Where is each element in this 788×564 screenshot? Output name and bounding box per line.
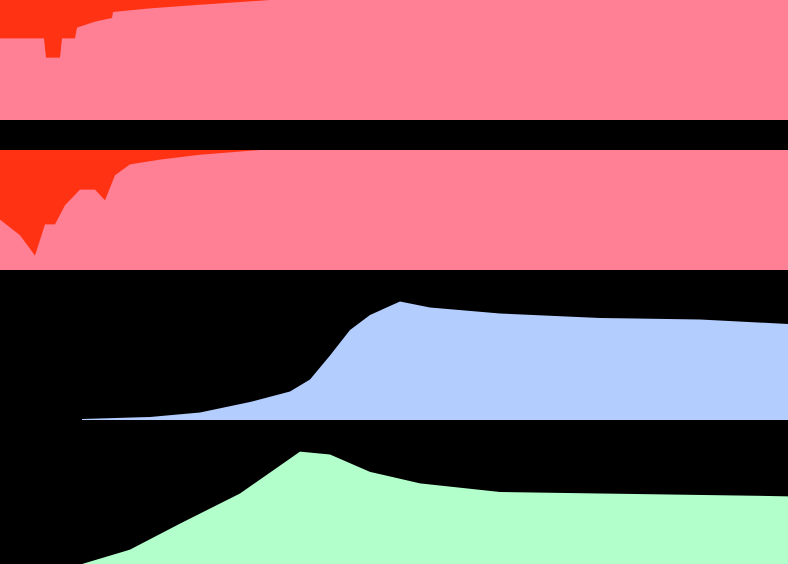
area xyxy=(82,301,788,420)
area xyxy=(0,150,788,256)
panel-background xyxy=(0,150,788,270)
area xyxy=(0,0,788,58)
panel-background xyxy=(0,0,788,120)
area xyxy=(82,451,788,564)
